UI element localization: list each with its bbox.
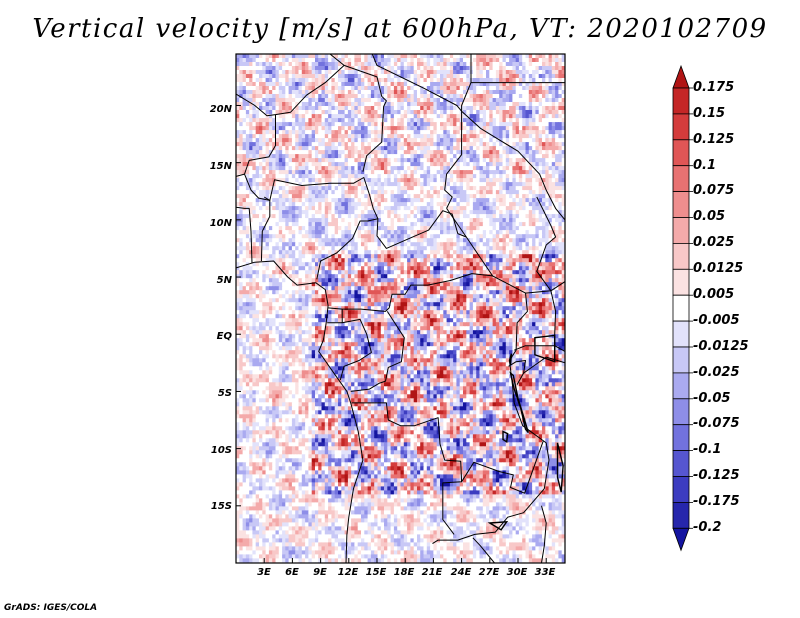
lon-label-3e: 3E — [257, 567, 271, 578]
colorbar — [672, 64, 693, 552]
colorbar-label: -0.2 — [693, 520, 722, 535]
lat-label-20n: 20N — [209, 104, 232, 115]
lon-label-27e: 27E — [478, 567, 500, 578]
map-frame — [235, 53, 566, 564]
lon-label-33e: 33E — [534, 567, 556, 578]
colorbar-label: -0.075 — [693, 416, 740, 431]
colorbar-label: 0.15 — [693, 106, 726, 121]
colorbar-label: 0.1 — [693, 158, 717, 173]
colorbar-label: 0.0125 — [693, 261, 744, 276]
lon-label-15e: 15E — [365, 567, 387, 578]
lat-label-5n: 5N — [216, 275, 232, 286]
colorbar-label: 0.125 — [693, 132, 735, 147]
lon-label-9e: 9E — [313, 567, 327, 578]
axis-ticks — [236, 104, 547, 563]
colorbar-label: 0.175 — [693, 80, 735, 95]
colorbar-label: -0.025 — [693, 365, 740, 380]
colorbar-label: 0.025 — [693, 235, 735, 250]
country-boundaries — [236, 54, 565, 563]
lat-label-10n: 10N — [209, 218, 232, 229]
colorbar-label: -0.1 — [693, 442, 722, 457]
colorbar-label: 0.05 — [693, 209, 726, 224]
colorbar-label: -0.0125 — [693, 339, 749, 354]
lon-label-12e: 12E — [337, 567, 359, 578]
lat-label-5s: 5S — [217, 388, 232, 399]
lat-label-eq: EQ — [216, 331, 232, 342]
lon-label-30e: 30E — [506, 567, 528, 578]
colorbar-label: 0.075 — [693, 183, 735, 198]
colorbar-label: -0.175 — [693, 494, 740, 509]
lat-label-15s: 15S — [210, 501, 232, 512]
map-title: Vertical velocity [m/s] at 600hPa, VT: 2… — [32, 14, 768, 44]
lat-label-10s: 10S — [210, 445, 232, 456]
lon-label-18e: 18E — [393, 567, 415, 578]
lat-label-15n: 15N — [209, 161, 232, 172]
lon-label-21e: 21E — [421, 567, 443, 578]
credit-text: GrADS: IGES/COLA — [4, 603, 98, 613]
colorbar-label: -0.005 — [693, 313, 740, 328]
vertical-velocity-field — [236, 54, 565, 563]
colorbar-label: -0.125 — [693, 468, 740, 483]
colorbar-label: 0.005 — [693, 287, 735, 302]
lon-label-24e: 24E — [450, 567, 472, 578]
lon-label-6e: 6E — [285, 567, 299, 578]
colorbar-label: -0.05 — [693, 391, 731, 406]
